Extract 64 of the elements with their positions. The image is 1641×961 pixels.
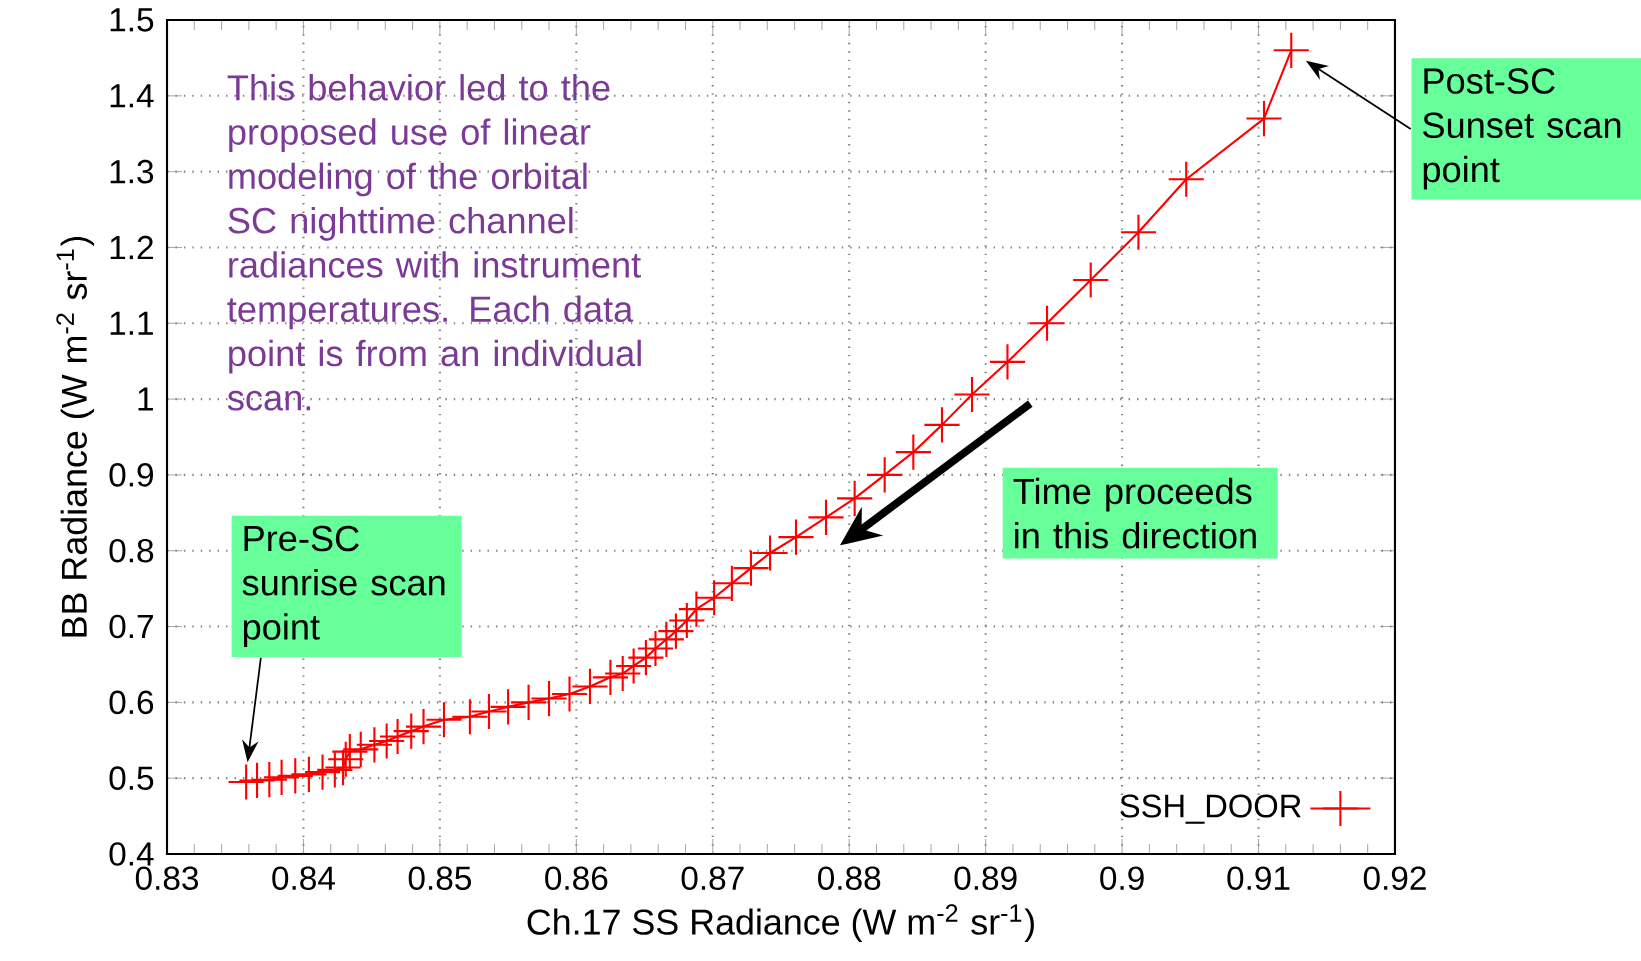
point	[1029, 305, 1065, 341]
point	[1120, 214, 1157, 250]
y-tick-label: 1.2	[110, 235, 153, 260]
x-tick-label: 0.87	[681, 866, 744, 891]
y-tick-label: 0.8	[109, 538, 154, 563]
text: Post-SC Sunset scan point	[1423, 68, 1621, 190]
point	[678, 591, 714, 627]
y-tick-label: 0.6	[109, 690, 154, 715]
point	[228, 764, 264, 800]
legend-label: SSH_DOOR	[1120, 794, 1301, 824]
point	[426, 702, 462, 738]
point	[471, 693, 507, 730]
y-tick-label: 1.5	[110, 8, 154, 32]
point	[531, 680, 567, 717]
x-tick-label: 0.83	[135, 866, 199, 891]
y-tick-label: 0.5	[109, 766, 154, 790]
point	[511, 684, 547, 720]
point	[551, 676, 588, 712]
point	[605, 655, 641, 692]
y-tick-label: 0.9	[109, 463, 153, 487]
y-axis-title: BB Radiance (W m$^{-2}$ sr$^{-1}$)	[56, 236, 95, 637]
x-tick-label: 0.9	[1100, 866, 1144, 891]
x-axis-title: Ch.17 SS Radiance (W m$^{-2}$ sr$^{-1}$)	[527, 904, 1034, 942]
point	[895, 434, 931, 470]
point	[1168, 161, 1204, 197]
point	[867, 457, 903, 493]
point	[714, 565, 750, 601]
x-tick-label: 0.84	[272, 866, 335, 891]
y-tick-label: 1	[138, 387, 153, 411]
x-tick-label: 0.91	[1227, 866, 1290, 891]
point	[924, 407, 960, 443]
point	[1273, 32, 1309, 68]
point	[837, 480, 873, 516]
point	[405, 709, 442, 745]
x-tick-label: 0.86	[545, 866, 608, 891]
point	[808, 499, 844, 535]
annotation: This behavior led to the proposed use of linear modeling of the orbital SC nighttime channel radiances with instrument temperatures. Each data point is from an individual scan.	[227, 74, 641, 411]
point	[572, 668, 608, 704]
point	[1073, 262, 1109, 298]
x-tick-label: 0.88	[818, 866, 881, 891]
x-tick-label: 0.89	[954, 866, 1017, 891]
point	[304, 754, 341, 790]
y-tick-label: 1.1	[110, 311, 153, 335]
point	[778, 519, 814, 555]
point	[1246, 100, 1282, 137]
point	[637, 630, 674, 667]
point	[696, 580, 732, 616]
annotation: Time proceeds in this direction	[1013, 477, 1256, 549]
point	[733, 550, 769, 586]
point	[616, 648, 652, 684]
point	[669, 602, 705, 639]
y-tick-label: 0.7	[109, 614, 153, 639]
annotation: Pre-SC sunrise scan point	[242, 525, 445, 648]
x-tick-label: 0.85	[408, 866, 471, 891]
point	[954, 376, 990, 413]
point	[752, 535, 788, 571]
point	[452, 699, 488, 735]
y-tick-label: 1.3	[110, 159, 154, 184]
y-tick-label: 0.4	[109, 842, 154, 866]
y-tick-label: 1.4	[110, 84, 154, 108]
x-tick-label: 0.92	[1363, 866, 1426, 891]
point	[380, 718, 416, 755]
point	[989, 344, 1026, 380]
point	[490, 689, 526, 725]
